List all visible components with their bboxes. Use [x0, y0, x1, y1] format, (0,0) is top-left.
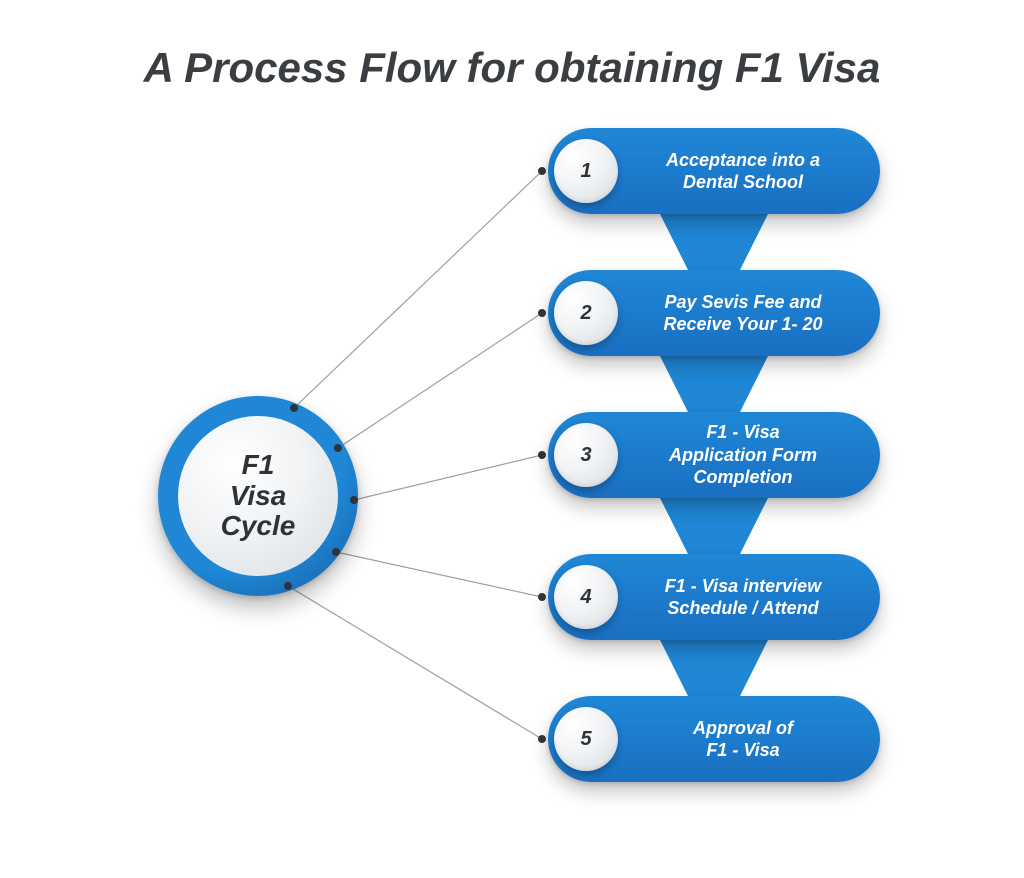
hub-label: F1 Visa Cycle — [221, 450, 296, 542]
step-pill: 5Approval of F1 - Visa — [548, 696, 880, 782]
step-label: F1 - Visa interview Schedule / Attend — [618, 575, 880, 620]
hub-label-line: F1 — [221, 450, 296, 481]
step-number-circle: 1 — [554, 139, 618, 203]
connector-dot — [538, 593, 546, 601]
process-step: 3F1 - Visa Application Form Completion — [548, 412, 880, 498]
connector-dot — [284, 582, 292, 590]
step-pill: 4F1 - Visa interview Schedule / Attend — [548, 554, 880, 640]
connector-dot — [538, 309, 546, 317]
connector-dot — [538, 167, 546, 175]
connector-dot — [334, 444, 342, 452]
step-number-circle: 2 — [554, 281, 618, 345]
connector-dot — [538, 735, 546, 743]
step-number-circle: 4 — [554, 565, 618, 629]
step-label: Approval of F1 - Visa — [618, 717, 880, 762]
step-label: F1 - Visa Application Form Completion — [618, 421, 880, 489]
step-pill: 2Pay Sevis Fee and Receive Your 1- 20 — [548, 270, 880, 356]
connector-dot — [350, 496, 358, 504]
connector-dot — [332, 548, 340, 556]
step-pill: 3F1 - Visa Application Form Completion — [548, 412, 880, 498]
process-step: 1Acceptance into a Dental School — [548, 128, 880, 214]
process-step: 5Approval of F1 - Visa — [548, 696, 880, 782]
connector-dot — [538, 451, 546, 459]
step-label: Pay Sevis Fee and Receive Your 1- 20 — [618, 291, 880, 336]
step-number-circle: 3 — [554, 423, 618, 487]
process-step: 2Pay Sevis Fee and Receive Your 1- 20 — [548, 270, 880, 356]
connector-dot — [290, 404, 298, 412]
hub-label-line: Cycle — [221, 511, 296, 542]
diagram-title: A Process Flow for obtaining F1 Visa — [0, 44, 1024, 92]
process-step: 4F1 - Visa interview Schedule / Attend — [548, 554, 880, 640]
hub-circle: F1 Visa Cycle — [178, 416, 338, 576]
diagram-canvas: A Process Flow for obtaining F1 Visa F1 … — [0, 0, 1024, 878]
step-label: Acceptance into a Dental School — [618, 149, 880, 194]
hub-label-line: Visa — [221, 481, 296, 512]
step-pill: 1Acceptance into a Dental School — [548, 128, 880, 214]
step-number-circle: 5 — [554, 707, 618, 771]
